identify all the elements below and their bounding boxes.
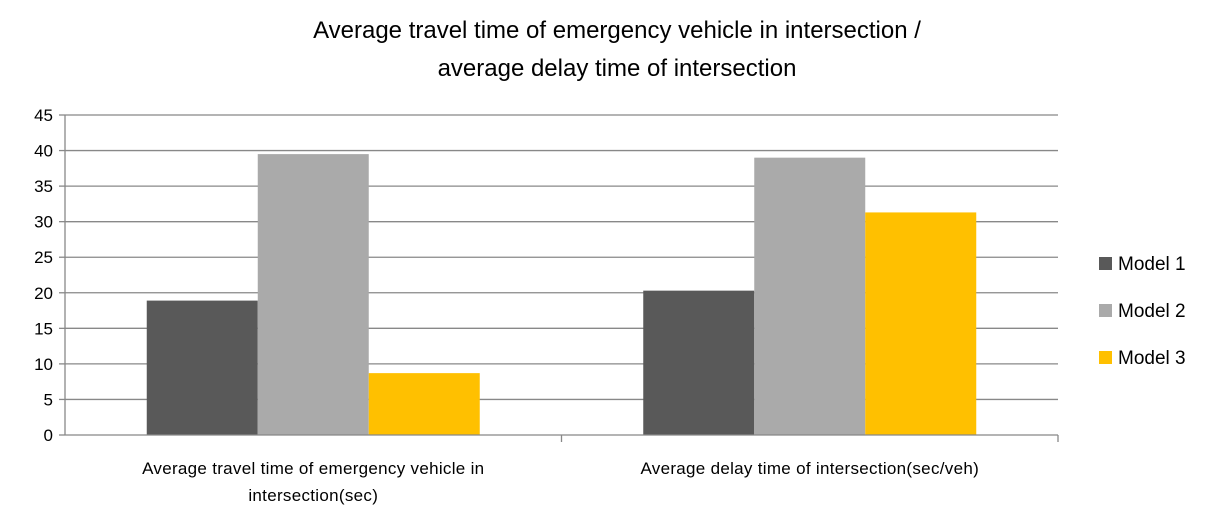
y-tick-label: 45	[34, 106, 53, 125]
y-tick-label: 10	[34, 355, 53, 374]
bar	[146, 300, 258, 435]
legend-swatch	[1099, 257, 1112, 270]
legend-swatch	[1099, 351, 1112, 364]
y-tick-label: 20	[34, 284, 53, 303]
bar	[754, 157, 866, 435]
y-tick-label: 35	[34, 177, 53, 196]
x-category-label: intersection(sec)	[248, 486, 378, 505]
legend: Model 1 Model 2 Model 3	[1099, 254, 1186, 369]
y-tick-label: 5	[44, 390, 53, 409]
y-tick-label: 0	[44, 426, 53, 445]
bars	[146, 154, 977, 435]
bar	[643, 290, 755, 435]
y-tick-label: 40	[34, 142, 53, 161]
bar	[865, 212, 977, 435]
legend-label: Model 3	[1118, 348, 1186, 369]
y-tick-label: 25	[34, 248, 53, 267]
legend-label: Model 2	[1118, 301, 1186, 322]
chart-title-line-1: Average travel time of emergency vehicle…	[313, 17, 921, 44]
axes: 0 5 10 15 20 25 30 35 40 45 Average travel time of…	[34, 106, 1059, 505]
x-category-label: Average travel time of emergency vehicle…	[142, 459, 484, 478]
y-tick-label: 30	[34, 213, 53, 232]
chart-title-line-2: average delay time of intersection	[438, 55, 797, 82]
legend-label: Model 1	[1118, 254, 1186, 275]
legend-swatch	[1099, 304, 1112, 317]
bar	[257, 154, 369, 435]
bar	[368, 373, 480, 435]
x-category-label: Average delay time of intersection(sec/v…	[640, 459, 979, 478]
y-tick-label: 15	[34, 319, 53, 338]
